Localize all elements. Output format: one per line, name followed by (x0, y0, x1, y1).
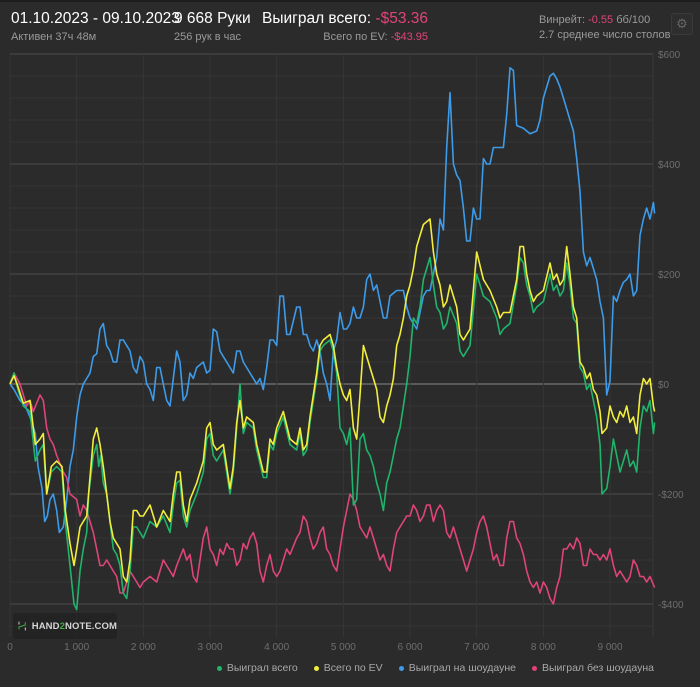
ev-total: Всего по EV: -$43.95 (260, 31, 428, 43)
x-tick-label: 4 000 (264, 642, 289, 653)
hands-count: 9 668 Руки (174, 10, 251, 27)
winrate: Винрейт: -0.55 бб/100 (539, 14, 671, 26)
legend-dot (313, 665, 319, 671)
won-block: Выиграл всего: -$53.36 Всего по EV: -$43… (260, 10, 428, 43)
active-time: Активен 37ч 48м (11, 31, 97, 43)
settings-button[interactable]: ⚙ (671, 13, 693, 35)
winrate-unit: бб/100 (616, 14, 651, 26)
x-tick-label: 9 000 (598, 642, 623, 653)
legend-label: Выиграл без шоудауна (542, 662, 654, 674)
y-tick-label: $400 (658, 160, 681, 171)
won-total-value: -$53.36 (375, 10, 428, 27)
winrate-value: -0.55 (588, 14, 614, 26)
x-tick-label: 3 000 (197, 642, 222, 653)
legend-label: Выиграл на шоудауне (408, 662, 516, 674)
ev-total-value: -$43.95 (390, 31, 428, 43)
y-axis-ticks: $600 $400 $200 $0 -$200 -$400 (658, 50, 684, 611)
x-tick-label: 7 000 (464, 642, 489, 653)
x-axis-ticks: 0 1 000 2 000 3 000 4 000 5 000 6 000 7 000 8 00… (7, 642, 623, 653)
legend-item-won-non-showdown[interactable]: Выиграл без шоудауна (532, 662, 654, 674)
date-range: 01.10.2023 - 09.10.2023 (11, 10, 180, 27)
y-tick-label: $600 (658, 50, 681, 61)
series-line-won-total (9, 256, 656, 611)
hands-per-hour: 256 рук в час (174, 31, 242, 43)
legend-item-ev-total[interactable]: Всего по EV (313, 662, 383, 674)
won-total-label: Выиграл всего: (262, 10, 372, 27)
series-line-ev-total (9, 218, 656, 583)
hand2note-logo-text: HAND2NOTE.COM (31, 620, 117, 632)
avg-tables: 2.7 среднее число столов (539, 29, 671, 41)
x-tick-label: 8 000 (531, 642, 556, 653)
legend-dot (532, 665, 537, 671)
y-tick-label: $200 (658, 270, 681, 281)
legend-label: Выиграл всего (226, 662, 298, 674)
ev-total-label: Всего по EV: (323, 31, 388, 43)
hand2note-logo-icon (18, 621, 26, 631)
y-tick-label: -$200 (658, 490, 684, 501)
legend-dot (216, 665, 222, 671)
x-tick-label: 2 000 (131, 642, 156, 653)
hands-block: 9 668 Руки 256 рук в час (174, 10, 251, 43)
y-tick-label: -$400 (658, 600, 684, 611)
y-tick-label: $0 (658, 380, 670, 391)
x-tick-label: 5 000 (331, 642, 356, 653)
legend-item-won-total[interactable]: Выиграл всего (216, 662, 298, 674)
date-block: 01.10.2023 - 09.10.2023 Активен 37ч 48м (11, 10, 180, 43)
legend-dot (398, 665, 404, 671)
legend-item-won-showdown[interactable]: Выиграл на шоудауне (398, 662, 516, 674)
series-lines (9, 67, 656, 611)
hand2note-logo: HAND2NOTE.COM (13, 613, 117, 639)
series-line-won-showdown (9, 67, 656, 534)
gear-icon: ⚙ (676, 16, 688, 31)
x-tick-label: 1 000 (64, 642, 89, 653)
x-tick-label: 0 (7, 642, 13, 653)
chart-legend: Выиграл всего Всего по EV Выиграл на шоу… (216, 662, 654, 674)
winrate-label: Винрейт: (539, 14, 586, 26)
legend-label: Всего по EV (323, 662, 383, 674)
x-tick-label: 6 000 (398, 642, 423, 653)
won-total: Выиграл всего: -$53.36 (260, 10, 428, 28)
winrate-block: Винрейт: -0.55 бб/100 2.7 среднее число … (539, 14, 671, 41)
